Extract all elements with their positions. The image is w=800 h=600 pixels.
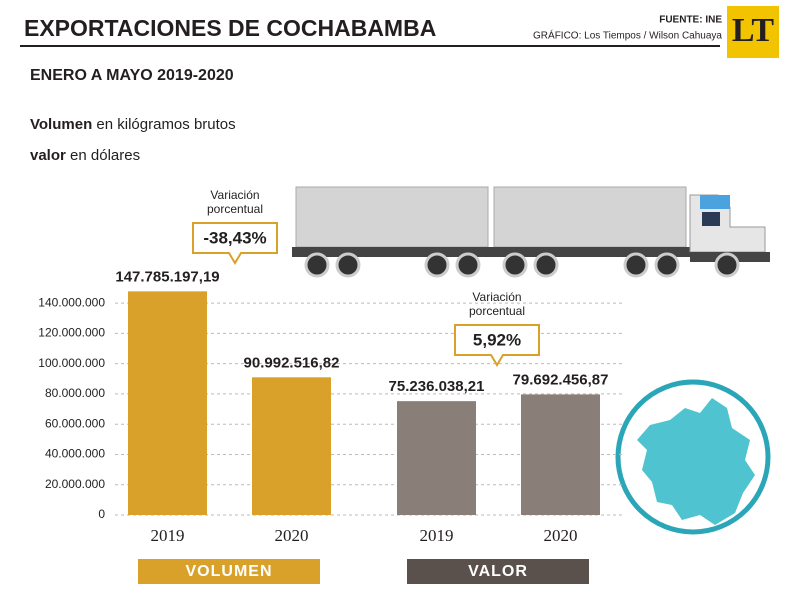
x-tick-label: 2019 [151,526,185,545]
note-rest: en dólares [66,147,140,164]
y-tick-label: 20.000.000 [45,477,105,491]
legend-label: VOLUMEN [186,563,273,580]
callout [192,222,278,265]
x-tick-label: 2020 [544,526,578,545]
subtitle: ENERO A MAYO 2019-2020 [30,67,234,84]
annotation-value: -38,43% [203,228,266,247]
y-tick-label: 80.000.000 [45,386,105,400]
value-label: 79.692.456,87 [513,371,609,388]
y-tick-label: 140.000.000 [38,295,105,309]
note: valor en dólares [30,147,140,164]
legend-label: VALOR [468,563,528,580]
note-bold: Volumen [30,116,92,133]
bar [521,394,600,515]
annotation: porcentual [469,304,525,318]
note-rest: en kilógramos brutos [92,116,235,133]
map [615,379,771,535]
bar [252,377,331,515]
credit: GRÁFICO: Los Tiempos / Wilson Cahuaya [533,29,722,42]
value-label: 75.236.038,21 [389,378,485,395]
group-box [407,559,589,584]
note: Volumen en kilógramos brutos [30,116,236,133]
y-tick-label: 120.000.000 [38,326,105,340]
value-label: 90.992.516,82 [244,354,340,371]
logo-box [727,6,779,58]
annotation: Variación [210,188,259,202]
y-tick-label: 40.000.000 [45,447,105,461]
bar [128,291,207,515]
logo: LT [732,12,775,49]
group-box [138,559,320,584]
y-tick-label: 60.000.000 [45,416,105,430]
x-tick-label: 2020 [275,526,309,545]
bar [397,401,476,515]
truck [292,186,770,278]
y-tick-label: 100.000.000 [38,356,105,370]
annotation: Variación [472,290,521,304]
note-bold: valor [30,147,66,164]
y-tick-label: 0 [98,507,105,521]
annotation: porcentual [207,202,263,216]
callout [454,324,540,367]
value-label: 147.785.197,19 [115,268,219,285]
annotation-value: 5,92% [473,330,521,349]
source: FUENTE: INE [659,15,722,26]
x-tick-label: 2019 [420,526,454,545]
title: EXPORTACIONES DE COCHABAMBA [24,15,436,41]
